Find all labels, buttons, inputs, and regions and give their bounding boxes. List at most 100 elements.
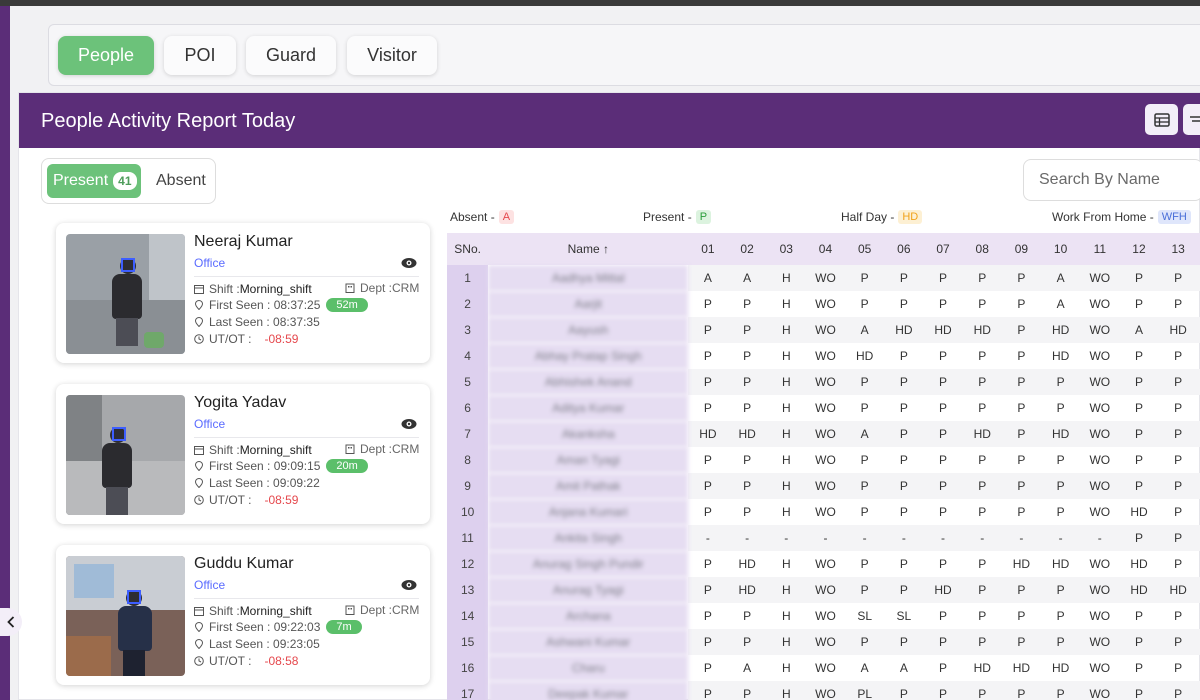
table-row[interactable]: 14ArchanaPPHWOSLSLPPPPWOPPP (447, 603, 1200, 629)
table-row[interactable]: 16CharuPAHWOAAPHDHDHDWOPPA (447, 655, 1200, 681)
present-toggle-button[interactable]: Present 41 (47, 164, 141, 198)
attendance-cell: P (939, 453, 948, 467)
attendance-cell: P (860, 505, 869, 519)
tab-visitor[interactable]: Visitor (347, 36, 437, 75)
day-header: 14 (1197, 233, 1200, 265)
attendance-cell: P (1134, 609, 1143, 623)
attendance-cell: P (1134, 349, 1143, 363)
attendance-cell: HD (1012, 661, 1031, 675)
attendance-cell: P (1017, 453, 1026, 467)
attendance-cell: - (805, 525, 846, 551)
attendance-cell: HD (973, 661, 991, 675)
attendance-cell: P (884, 473, 924, 499)
name-cell: Aarjit (488, 291, 689, 317)
table-row[interactable]: 3AayushPPHWOAHDHDHDPHDWOAHDA (447, 317, 1200, 343)
attendance-cell: P (978, 297, 987, 311)
collapse-panel-button[interactable] (0, 608, 22, 636)
attendance-cell: P (978, 557, 987, 571)
attendance-cell: H (766, 369, 806, 395)
sno-cell: 7 (447, 421, 489, 447)
shift-value: Morning_shift (239, 604, 312, 618)
attendance-cell: P (939, 297, 948, 311)
tab-people[interactable]: People (58, 36, 154, 75)
attendance-cell: P (703, 349, 712, 363)
legend-code: HD (898, 210, 923, 224)
attendance-cell: A (1197, 317, 1200, 343)
eye-icon[interactable] (401, 418, 417, 430)
attendance-cell: WO (1089, 557, 1111, 571)
person-card[interactable]: Yogita Yadav Office Shift : Morning_shift… (56, 384, 430, 524)
absent-toggle-button[interactable]: Absent (156, 172, 206, 189)
eye-icon[interactable] (401, 257, 417, 269)
tab-poi[interactable]: POI (164, 36, 236, 75)
filter-button[interactable] (1183, 104, 1200, 135)
attendance-cell: - (727, 525, 767, 551)
attendance-cell: H (781, 661, 791, 675)
location-pin-icon (194, 478, 204, 488)
attendance-cell: P (923, 629, 963, 655)
person-name: Neeraj Kumar (194, 233, 293, 250)
attendance-cell: P (1001, 629, 1042, 655)
attendance-cell: A (727, 265, 767, 291)
person-card[interactable]: Neeraj Kumar Office Shift : Morning_shift… (56, 223, 430, 363)
attendance-cell: P (884, 681, 924, 700)
attendance-cell: P (1041, 577, 1081, 603)
attendance-cell: P (899, 297, 908, 311)
attendance-cell: P (1174, 557, 1183, 571)
table-row[interactable]: 2AarjitPPHWOPPPPPAWOPPP (447, 291, 1200, 317)
name-cell: Aman Tyagi (488, 447, 689, 473)
table-view-button[interactable] (1145, 104, 1178, 135)
attendance-cell: P (962, 629, 1002, 655)
legend-code: P (695, 210, 712, 224)
attendance-cell: WO (815, 297, 836, 311)
table-row[interactable]: 12 Anurag Singh Pundir P HD H WO P P P P HD HD WO HD P… (447, 551, 1200, 577)
person-card[interactable]: Guddu Kumar Office Shift : Morning_shift … (56, 545, 430, 685)
attendance-cell: P (1056, 505, 1065, 519)
name-header[interactable]: Name ↑ (488, 233, 689, 265)
attendance-cell: WO (815, 453, 836, 467)
tab-guard[interactable]: Guard (246, 36, 336, 75)
attendance-cell: P (1197, 629, 1200, 655)
attendance-cell: HD (1158, 577, 1198, 603)
name-cell: Aayush (488, 317, 689, 343)
attendance-cell: P (860, 297, 869, 311)
attendance-table-container[interactable]: SNo. Name ↑ 0102030405060708091011121314… (447, 233, 1200, 700)
attendance-cell: P (1197, 681, 1200, 700)
attendance-cell: P (845, 473, 885, 499)
attendance-cell: HD (727, 421, 767, 447)
eye-icon[interactable] (401, 579, 417, 591)
utot-value: -08:59 (264, 332, 299, 346)
attendance-cell: P (1001, 421, 1042, 447)
table-row[interactable]: 7AkankshaHDHDHWOAPPHDPHDWOPPP (447, 421, 1200, 447)
attendance-cell: SL (857, 609, 873, 623)
attendance-cell: P (1158, 265, 1198, 291)
attendance-cell: H (766, 317, 806, 343)
attendance-cell: P (1158, 369, 1198, 395)
attendance-cell: WO (805, 473, 846, 499)
attendance-cell: P (727, 629, 767, 655)
attendance-cell: P (1134, 297, 1143, 311)
attendance-cell: P (1017, 297, 1026, 311)
attendance-cell: P (923, 473, 963, 499)
attendance-cell: H (781, 557, 791, 571)
building-icon (345, 283, 355, 293)
attendance-cell: P (1174, 401, 1183, 415)
attendance-cell: P (1001, 265, 1042, 291)
attendance-cell: P (845, 629, 885, 655)
search-by-name-input[interactable] (1023, 159, 1200, 201)
name-cell: Anjana Kumari (488, 499, 689, 525)
location-pin-icon (194, 639, 204, 649)
attendance-cell: P (727, 681, 767, 700)
attendance-cell: P (1119, 265, 1159, 291)
